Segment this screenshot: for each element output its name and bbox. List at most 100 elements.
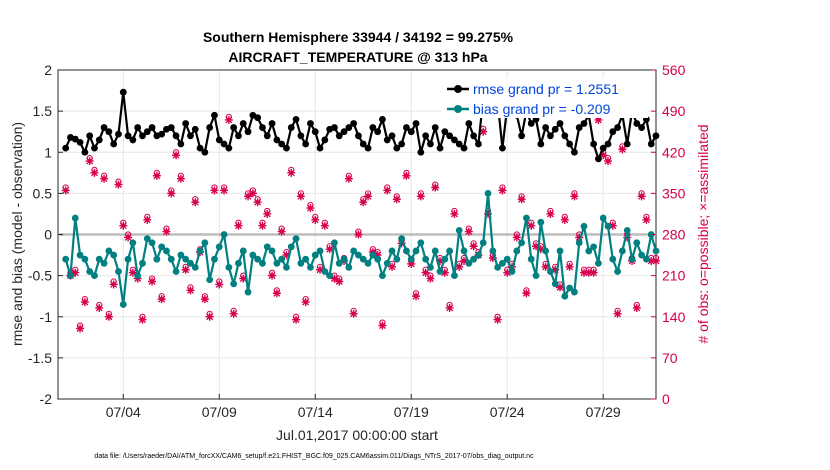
bias-point (633, 239, 641, 247)
obs-assimilated-point (512, 233, 521, 242)
y-tick-label-1: -1.5 (28, 350, 52, 366)
obs-assimilated-point (220, 186, 229, 195)
obs-assimilated-point (316, 265, 325, 274)
bias-point (259, 259, 266, 267)
obs-assimilated-point (354, 230, 363, 239)
rmse-point (633, 120, 641, 127)
rmse-point (561, 132, 569, 140)
bias-point (292, 235, 300, 243)
rmse-point (225, 144, 233, 152)
obs-assimilated-point (440, 268, 449, 277)
obs-assimilated-point (388, 262, 397, 271)
bias-point (311, 251, 319, 259)
rmse-point (379, 115, 386, 123)
obs-assimilated-point (224, 115, 233, 124)
obs-assimilated-point (613, 309, 622, 318)
obs-assimilated-point (532, 242, 541, 251)
bias-point (484, 189, 492, 197)
bias-point (316, 247, 324, 255)
rmse-point (417, 148, 425, 156)
rmse-point (451, 136, 458, 144)
obs-assimilated-point (239, 274, 248, 283)
bias-point (446, 247, 454, 255)
obs-assimilated-point (128, 268, 137, 277)
obs-assimilated-point (229, 309, 238, 318)
obs-assimilated-point (618, 145, 627, 154)
bias-point (628, 255, 636, 263)
rmse-point (100, 124, 108, 131)
bias-point (355, 251, 362, 259)
bias-point (95, 255, 103, 263)
rmse-point (335, 132, 343, 140)
rmse-point (302, 140, 310, 148)
rmse-point (321, 136, 329, 144)
legend-bias-marker (454, 105, 462, 113)
bias-point (331, 239, 338, 247)
bias-point (561, 292, 569, 300)
obs-assimilated-point (503, 268, 512, 277)
bias-point (249, 251, 257, 259)
bias-point (110, 251, 118, 259)
y-tick-label-4: 0 (44, 227, 52, 243)
y-right-tick-label-2: 140 (662, 309, 686, 325)
rmse-point (475, 140, 482, 148)
obs-assimilated-point (652, 256, 660, 265)
obs-assimilated-point (522, 289, 531, 298)
rmse-point (307, 120, 314, 127)
y-axis-right: 0 70 140 210 280 350 420 490 560 (651, 62, 686, 407)
obs-assimilated-point (623, 233, 632, 242)
bias-point (575, 239, 583, 247)
obs-assimilated-point (488, 254, 497, 262)
rmse-point (652, 132, 660, 140)
bias-point (182, 255, 190, 263)
obs-assimilated-point (167, 189, 176, 198)
obs-assimilated-point (258, 221, 267, 230)
obs-assimilated-point (119, 221, 128, 230)
bias-point (124, 255, 132, 263)
x-tick-label-5: 07/29 (586, 404, 621, 420)
bias-point (523, 214, 530, 222)
y-tick-label-5: 0.5 (33, 185, 53, 201)
chart-title-line-1: Southern Hemisphere 33944 / 34192 = 99.2… (203, 29, 514, 45)
bias-point (460, 247, 468, 255)
obs-assimilated-point (325, 245, 334, 254)
bias-point (595, 259, 602, 267)
x-tick-label-4: 07/24 (490, 404, 525, 420)
obs-assimilated-point (412, 292, 421, 301)
rmse-point (551, 125, 559, 133)
bias-point (211, 255, 218, 263)
rmse-point (436, 144, 444, 152)
rmse-point (172, 132, 180, 140)
bias-point (489, 247, 497, 255)
bias-point (374, 255, 382, 263)
obs-assimilated-point (148, 277, 157, 286)
rmse-point (345, 124, 353, 131)
obs-assimilated-point (263, 209, 272, 218)
obs-assimilated-point (546, 209, 555, 218)
rmse-point (465, 120, 473, 127)
rmse-point (177, 140, 185, 148)
y-right-tick-label-5: 350 (662, 185, 686, 201)
y-tick-label-7: 1.5 (33, 103, 53, 119)
bias-point (302, 255, 310, 263)
bias-point (297, 259, 305, 267)
rmse-point (383, 136, 391, 144)
obs-assimilated-point (359, 198, 368, 207)
obs-assimilated-point (143, 215, 152, 224)
rmse-point (431, 124, 439, 131)
bias-point (393, 255, 401, 263)
bias-point (100, 259, 108, 267)
bias-point (273, 259, 281, 267)
obs-assimilated-point (450, 209, 459, 218)
bias-point (494, 264, 502, 271)
bias-point (527, 255, 535, 263)
bias-point (470, 255, 478, 263)
obs-assimilated-point (335, 277, 344, 286)
bias-point (62, 255, 70, 263)
rmse-point (196, 144, 204, 152)
bias-point (278, 255, 286, 263)
rmse-point (158, 130, 166, 138)
obs-assimilated-point (378, 321, 387, 330)
rmse-point (604, 140, 612, 148)
bias-point (263, 243, 271, 251)
